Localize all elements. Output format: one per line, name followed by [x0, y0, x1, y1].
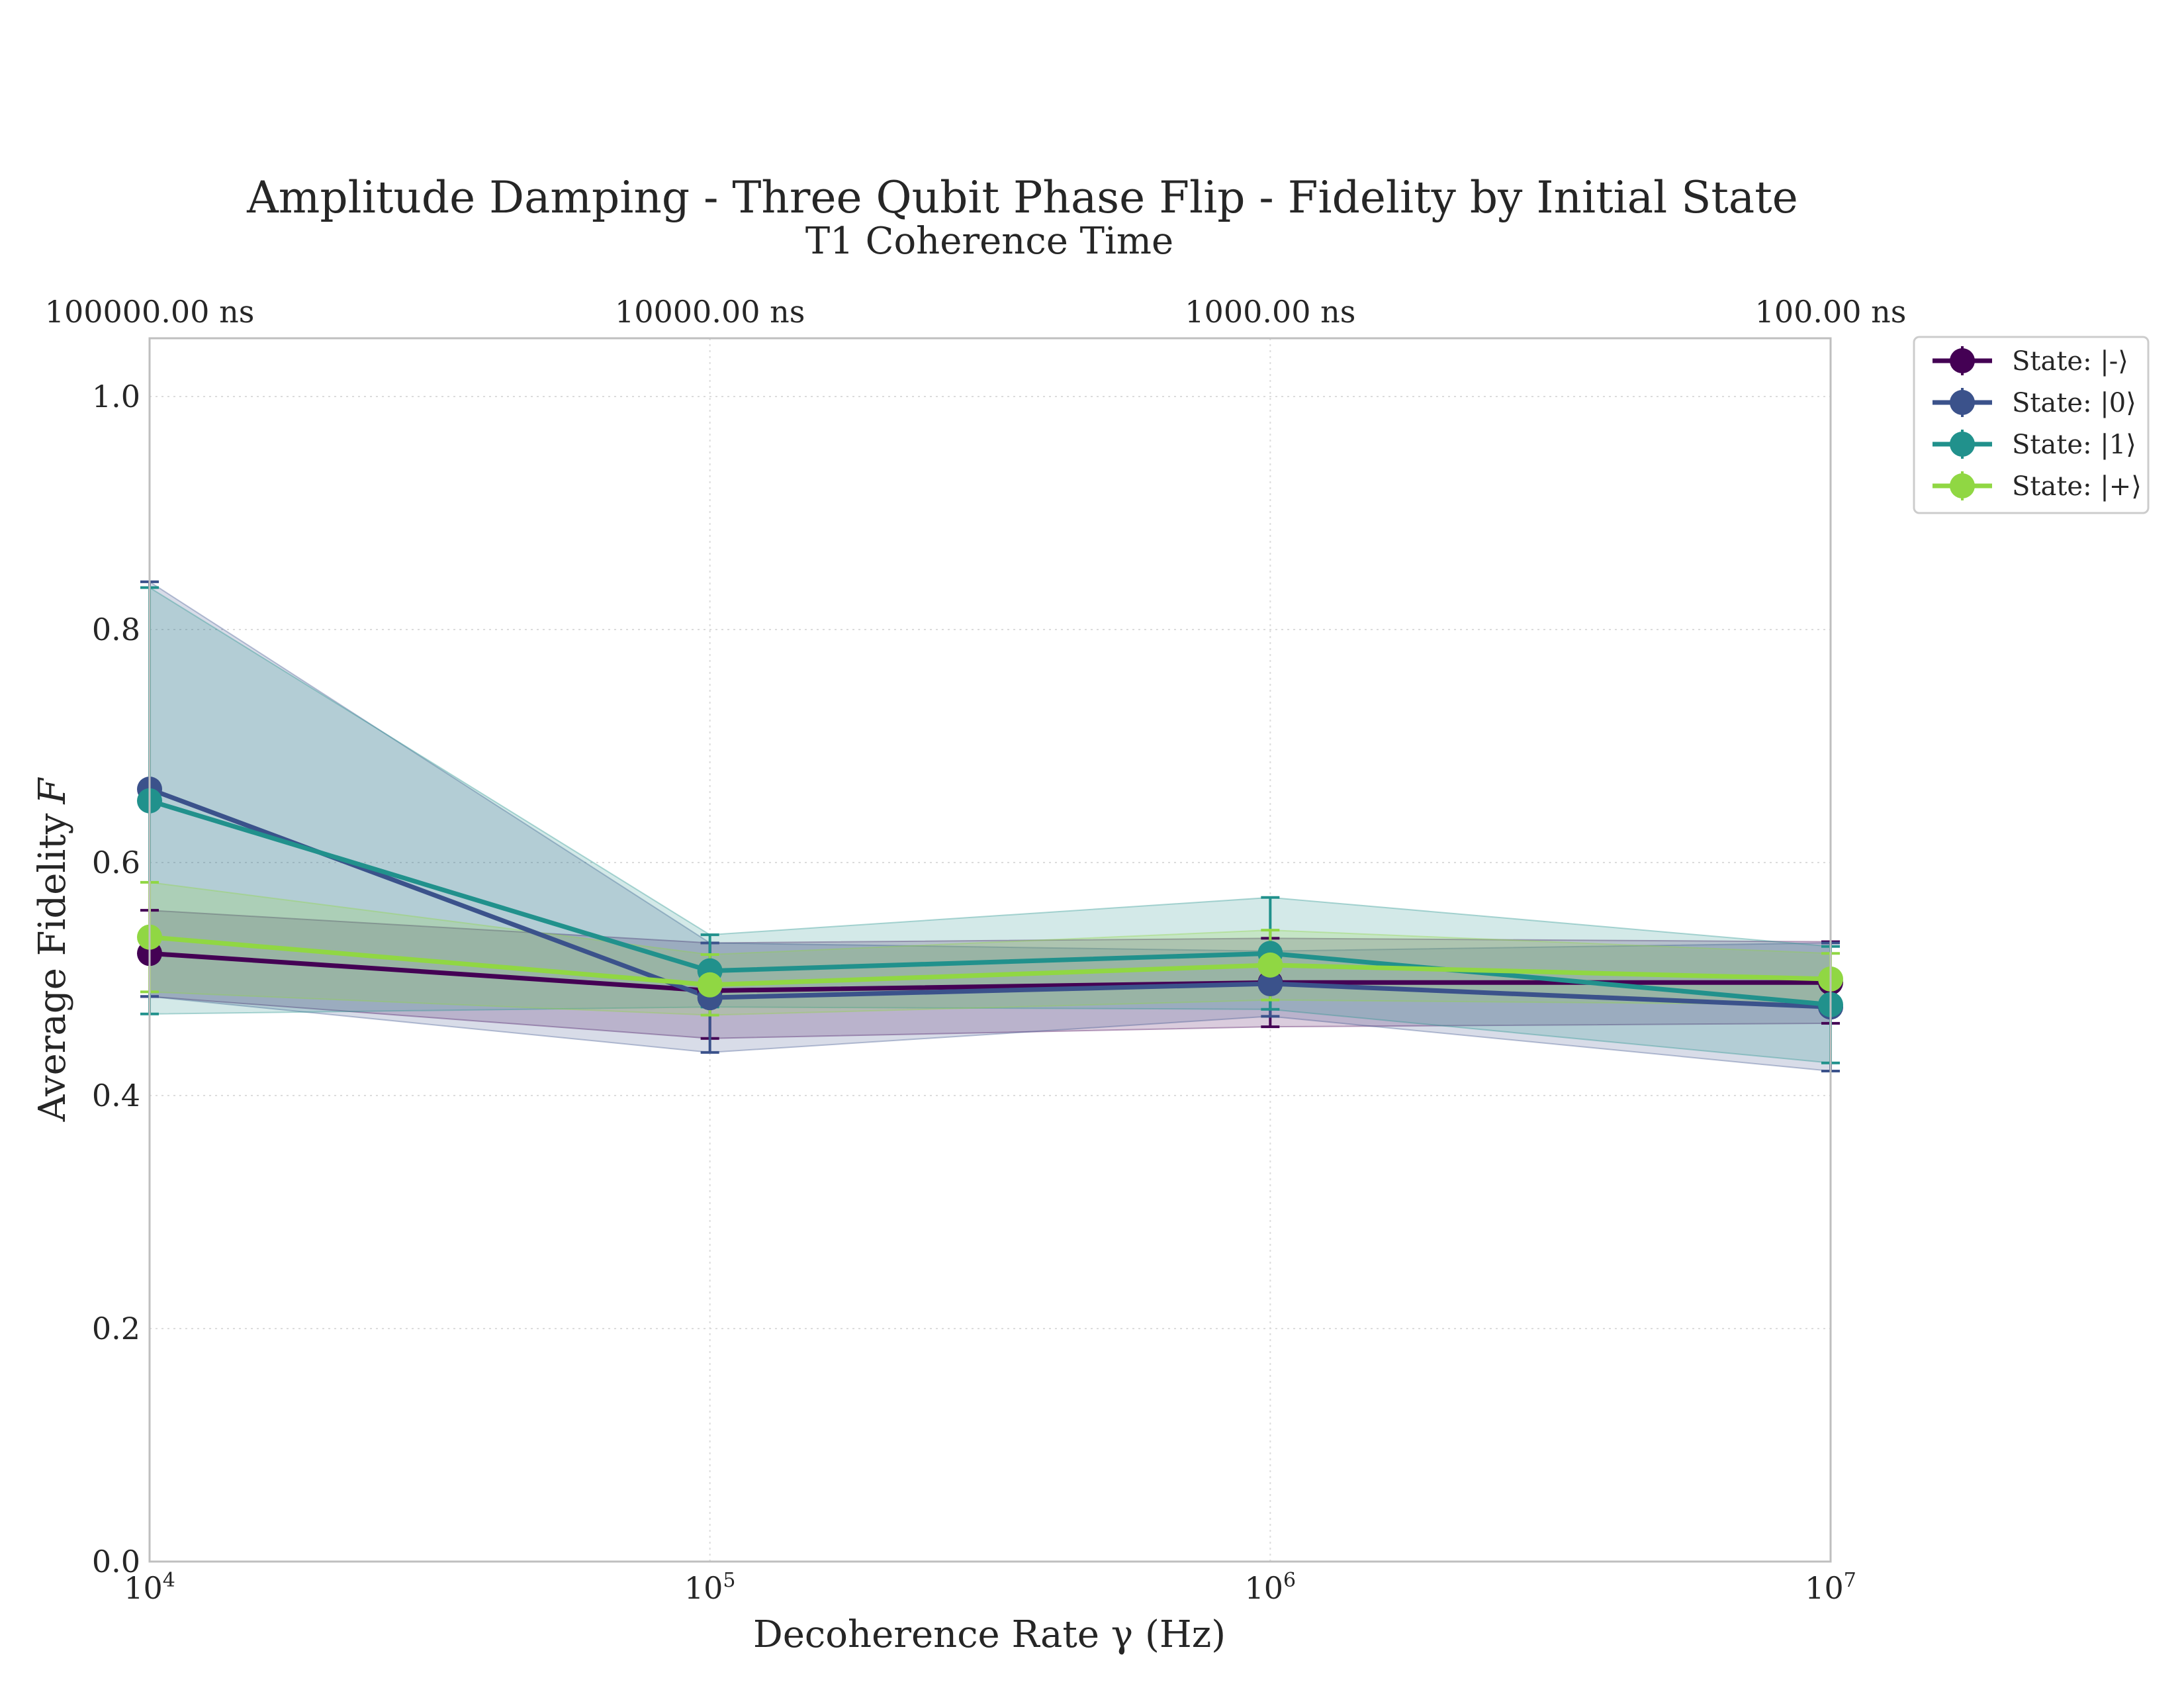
legend-swatch-marker — [1950, 348, 1975, 373]
x-axis-label: Decoherence Rate γ (Hz) — [753, 1613, 1226, 1656]
top-axis-label: 10000.00 ns — [615, 294, 805, 330]
legend: State: |-⟩ State: |0⟩ State: |1⟩ State: |+⟩ — [1913, 336, 2150, 514]
data-point — [697, 972, 723, 998]
y-tick-label: 0.6 — [92, 845, 140, 880]
x-tick-base: 10 — [1805, 1570, 1844, 1606]
x-tick-exponent: 5 — [723, 1569, 735, 1592]
legend-label: State: |1⟩ — [2012, 430, 2136, 460]
legend-entry: State: |-⟩ — [1933, 346, 2128, 377]
x-tick-exponent: 4 — [163, 1569, 175, 1592]
x-tick-label: 104 — [124, 1569, 175, 1606]
legend-label: State: |-⟩ — [2012, 346, 2128, 377]
top-axis-label: 100.00 ns — [1755, 294, 1907, 330]
legend-label: State: |+⟩ — [2012, 471, 2142, 502]
legend-frame — [1913, 336, 2150, 514]
chart-title: Amplitude Damping - Three Qubit Phase Fl… — [246, 172, 1798, 223]
series-line — [148, 786, 1831, 1009]
series-lines — [148, 786, 1831, 1009]
y-axis-label-symbol: F — [31, 777, 74, 805]
top-axis-label: 1000.00 ns — [1185, 294, 1355, 330]
legend-entry: State: |1⟩ — [1933, 430, 2136, 460]
series-line — [149, 951, 1831, 994]
data-point — [1257, 971, 1283, 997]
x-tick-base: 10 — [124, 1570, 163, 1606]
legend-swatch-marker — [1950, 473, 1975, 498]
plot-frame — [148, 337, 1832, 1563]
legend-label: State: |0⟩ — [2012, 388, 2136, 418]
y-tick-label: 0.4 — [92, 1078, 140, 1113]
x-tick-label: 106 — [1245, 1569, 1297, 1606]
chart-subtitle: T1 Coherence Time — [805, 220, 1173, 263]
x-tick-base: 10 — [1245, 1570, 1284, 1606]
data-point — [1257, 952, 1283, 978]
legend-entry: State: |+⟩ — [1933, 471, 2142, 502]
series-line — [149, 935, 1831, 988]
x-tick-label: 105 — [684, 1569, 736, 1606]
x-tick-exponent: 7 — [1844, 1569, 1856, 1592]
series-line — [148, 798, 1831, 1008]
legend-swatch-marker — [1950, 390, 1975, 415]
y-axis-label: Average Fidelity F — [31, 777, 74, 1123]
y-axis-label-text: Average Fidelity — [31, 813, 74, 1122]
legend-entry: State: |0⟩ — [1933, 388, 2136, 418]
x-tick-exponent: 6 — [1283, 1569, 1296, 1592]
top-axis-label: 100000.00 ns — [45, 294, 255, 330]
y-tick-label: 0.0 — [92, 1544, 140, 1579]
x-tick-label: 107 — [1805, 1569, 1856, 1606]
y-tick-label: 1.0 — [92, 379, 140, 414]
legend-swatch-marker — [1950, 432, 1975, 457]
series-markers — [137, 776, 1843, 1020]
y-tick-label: 0.8 — [92, 612, 140, 647]
y-tick-label: 0.2 — [92, 1311, 140, 1346]
x-tick-base: 10 — [684, 1570, 723, 1606]
